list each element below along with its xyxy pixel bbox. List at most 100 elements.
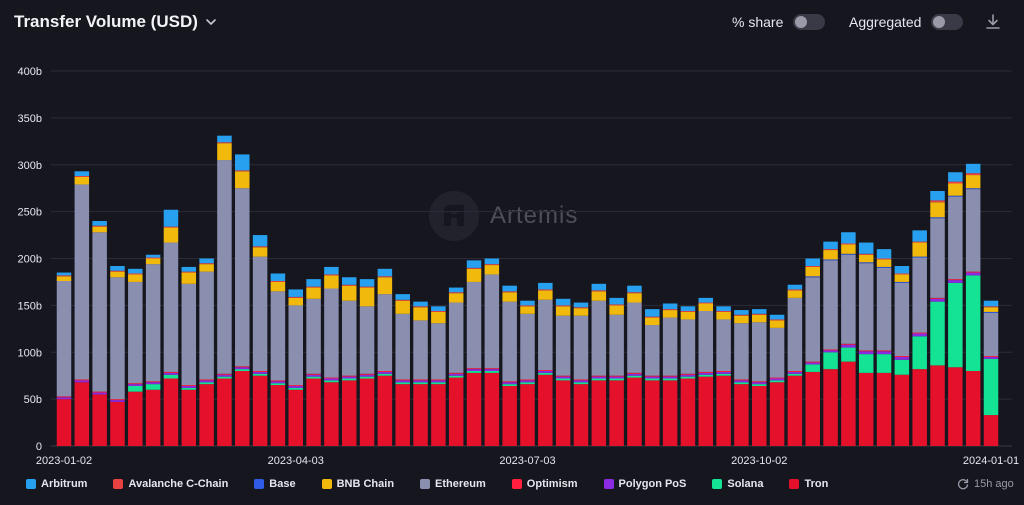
legend-item-base[interactable]: Base (254, 478, 296, 490)
bar-segment-polygon-pos[interactable] (965, 272, 981, 276)
bar-segment-bnb-chain[interactable] (912, 242, 927, 257)
bar-segment-bnb-chain[interactable] (235, 171, 250, 189)
bar-segment-ethereum[interactable] (359, 306, 375, 374)
bar-segment-polygon-pos[interactable] (377, 371, 393, 374)
bar-segment-bnb-chain[interactable] (448, 293, 464, 303)
bar-segment-tron[interactable] (270, 385, 286, 446)
bar-segment-bnb-chain[interactable] (163, 227, 179, 243)
share-toggle[interactable] (793, 14, 826, 30)
bar-segment-polygon-pos[interactable] (662, 376, 678, 379)
legend-item-ethereum[interactable]: Ethereum (420, 478, 486, 490)
bar-segment-optimism[interactable] (466, 368, 482, 370)
bar-segment-arbitrum[interactable] (716, 306, 731, 311)
bar-segment-bnb-chain[interactable] (395, 300, 410, 314)
bar-segment-ethereum[interactable] (324, 288, 339, 378)
bar-segment-bnb-chain[interactable] (645, 317, 660, 326)
bar-segment-optimism[interactable] (110, 399, 125, 401)
bar-segment-optimism[interactable] (341, 375, 357, 377)
bar-segment-avalanche-c-chain[interactable] (698, 302, 714, 304)
bar-segment-tron[interactable] (965, 371, 981, 446)
bar-segment-bnb-chain[interactable] (787, 290, 803, 298)
bar-segment-tron[interactable] (752, 386, 767, 446)
bar-segment-arbitrum[interactable] (502, 285, 517, 292)
bar-segment-polygon-pos[interactable] (858, 351, 874, 355)
bar-segment-polygon-pos[interactable] (538, 371, 553, 373)
bar-segment-solana[interactable] (555, 378, 571, 381)
bar-segment-bnb-chain[interactable] (841, 244, 856, 254)
bar-segment-optimism[interactable] (252, 371, 268, 372)
bar-segment-polygon-pos[interactable] (448, 373, 464, 376)
bar-segment-bnb-chain[interactable] (823, 250, 838, 260)
bar-segment-avalanche-c-chain[interactable] (573, 307, 589, 309)
bar-segment-optimism[interactable] (128, 383, 143, 385)
bar-segment-tron[interactable] (145, 389, 161, 446)
bar-segment-solana[interactable] (627, 375, 642, 378)
bar-segment-optimism[interactable] (324, 377, 339, 379)
bar-segment-arbitrum[interactable] (413, 301, 428, 307)
bar-segment-bnb-chain[interactable] (876, 259, 892, 267)
bar-segment-bnb-chain[interactable] (252, 247, 268, 257)
bar-segment-ethereum[interactable] (662, 317, 678, 376)
bar-segment-arbitrum[interactable] (199, 258, 214, 264)
bar-segment-tron[interactable] (92, 394, 107, 446)
bar-segment-arbitrum[interactable] (520, 300, 535, 306)
bar-segment-solana[interactable] (520, 382, 535, 385)
bar-segment-solana[interactable] (787, 373, 803, 376)
bar-segment-solana[interactable] (841, 347, 856, 362)
bar-segment-avalanche-c-chain[interactable] (627, 292, 642, 294)
bar-segment-arbitrum[interactable] (912, 230, 927, 242)
bar-segment-avalanche-c-chain[interactable] (431, 311, 446, 312)
bar-segment-tron[interactable] (948, 367, 963, 446)
bar-segment-solana[interactable] (288, 387, 304, 390)
bar-segment-tron[interactable] (787, 375, 803, 446)
bar-segment-arbitrum[interactable] (645, 309, 660, 317)
bar-segment-solana[interactable] (965, 275, 981, 372)
bar-segment-avalanche-c-chain[interactable] (752, 313, 767, 315)
bar-segment-bnb-chain[interactable] (609, 305, 624, 315)
bar-segment-optimism[interactable] (752, 381, 767, 383)
bar-segment-tron[interactable] (199, 384, 214, 447)
bar-segment-polygon-pos[interactable] (324, 378, 339, 381)
bar-segment-ethereum[interactable] (145, 264, 161, 382)
bar-segment-bnb-chain[interactable] (769, 320, 785, 328)
bar-segment-bnb-chain[interactable] (805, 266, 820, 277)
bar-segment-arbitrum[interactable] (56, 272, 72, 276)
bar-segment-optimism[interactable] (965, 271, 981, 273)
bar-segment-arbitrum[interactable] (395, 294, 410, 300)
bar-segment-polygon-pos[interactable] (413, 380, 428, 383)
bar-segment-solana[interactable] (163, 374, 179, 379)
bar-segment-arbitrum[interactable] (163, 209, 179, 227)
bar-segment-tron[interactable] (858, 372, 874, 447)
bar-segment-bnb-chain[interactable] (662, 310, 678, 318)
bar-segment-avalanche-c-chain[interactable] (181, 271, 197, 273)
bar-segment-arbitrum[interactable] (484, 258, 500, 265)
bar-segment-arbitrum[interactable] (359, 279, 375, 287)
bar-segment-arbitrum[interactable] (930, 191, 945, 201)
bar-segment-optimism[interactable] (555, 375, 571, 377)
bar-segment-solana[interactable] (466, 371, 482, 373)
bar-segment-avalanche-c-chain[interactable] (306, 286, 321, 288)
bar-segment-optimism[interactable] (858, 350, 874, 352)
bar-segment-avalanche-c-chain[interactable] (983, 306, 999, 308)
bar-segment-avalanche-c-chain[interactable] (252, 246, 268, 248)
bar-segment-bnb-chain[interactable] (466, 268, 482, 282)
bar-segment-solana[interactable] (805, 364, 820, 372)
legend-item-optimism[interactable]: Optimism (511, 478, 578, 490)
bar-segment-optimism[interactable] (912, 332, 927, 334)
bar-segment-tron[interactable] (377, 375, 393, 446)
bar-segment-polygon-pos[interactable] (787, 371, 803, 374)
bar-segment-arbitrum[interactable] (128, 268, 143, 274)
bar-segment-avalanche-c-chain[interactable] (110, 270, 125, 272)
bar-segment-bnb-chain[interactable] (538, 290, 553, 300)
bar-segment-avalanche-c-chain[interactable] (680, 311, 696, 312)
bar-segment-solana[interactable] (858, 354, 874, 373)
bar-segment-solana[interactable] (716, 373, 731, 376)
bar-segment-ethereum[interactable] (930, 218, 945, 298)
bar-segment-arbitrum[interactable] (787, 284, 803, 290)
bar-segment-ethereum[interactable] (948, 196, 963, 280)
bar-segment-bnb-chain[interactable] (734, 315, 749, 324)
bar-segment-bnb-chain[interactable] (930, 202, 945, 218)
bar-segment-polygon-pos[interactable] (145, 382, 161, 385)
bar-segment-avalanche-c-chain[interactable] (324, 274, 339, 276)
bar-segment-bnb-chain[interactable] (181, 272, 197, 284)
